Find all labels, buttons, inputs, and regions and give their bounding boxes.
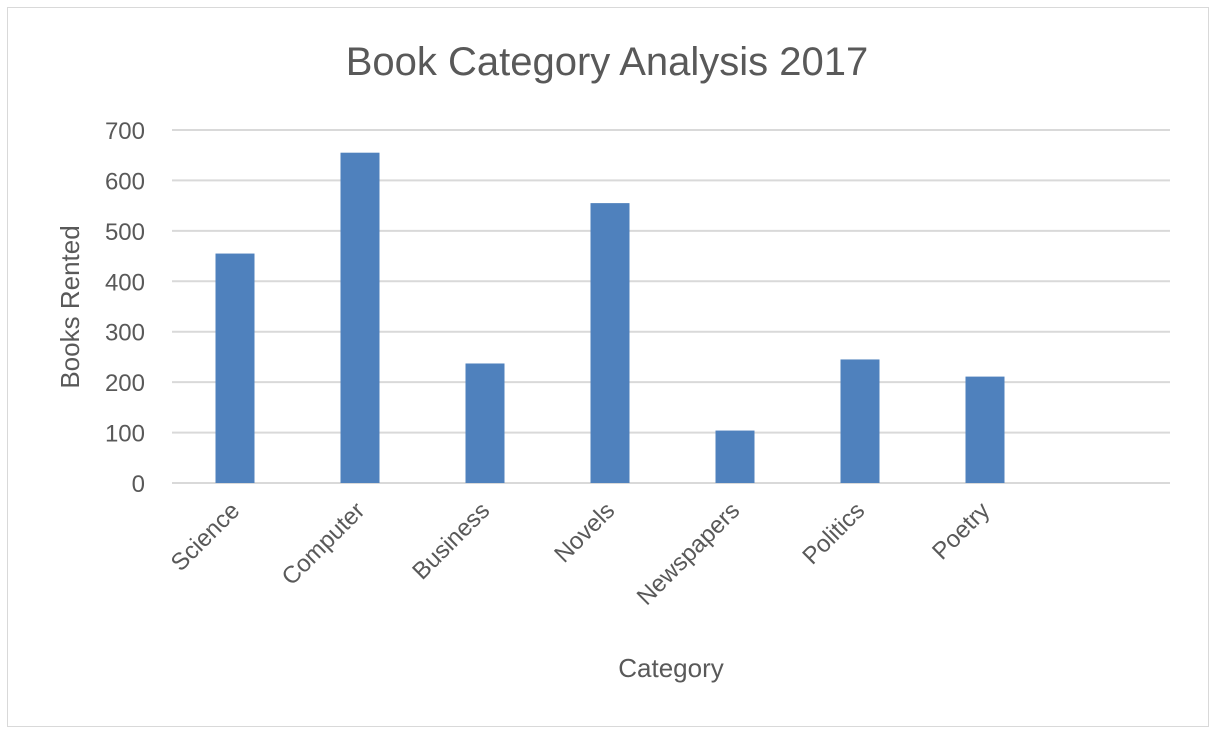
bar-newspapers xyxy=(715,430,755,483)
y-tick-label: 300 xyxy=(105,320,145,347)
x-tick-label: Politics xyxy=(797,497,870,570)
y-tick-label: 100 xyxy=(105,421,145,448)
x-tick-label: Computer xyxy=(277,497,371,591)
bar-poetry xyxy=(965,376,1005,483)
bar-business xyxy=(465,363,505,483)
x-tick-label: Newspapers xyxy=(632,497,745,610)
y-tick-label: 0 xyxy=(132,471,145,498)
bars xyxy=(215,152,1005,483)
y-tick-label: 400 xyxy=(105,269,145,296)
y-tick-label: 500 xyxy=(105,219,145,246)
chart-title: Book Category Analysis 2017 xyxy=(346,40,869,84)
bar-novels xyxy=(590,203,630,483)
y-axis-ticks: 700 600 500 400 300 200 100 0 xyxy=(105,118,145,498)
y-tick-label: 200 xyxy=(105,370,145,397)
x-tick-label: Poetry xyxy=(927,497,995,565)
y-tick-label: 700 xyxy=(105,118,145,145)
x-tick-label: Science xyxy=(166,497,245,576)
x-axis-label: Category xyxy=(618,653,724,683)
bar-science xyxy=(215,253,255,483)
x-axis-ticks: Science Computer Business Novels Newspapers P… xyxy=(166,497,995,610)
gridlines xyxy=(172,129,1170,484)
bar-politics xyxy=(840,359,880,483)
y-tick-label: 600 xyxy=(105,168,145,195)
bar-computer xyxy=(340,152,380,483)
y-axis-label: Books Rented xyxy=(55,225,85,388)
x-tick-label: Business xyxy=(407,497,495,585)
x-tick-label: Novels xyxy=(549,497,620,568)
